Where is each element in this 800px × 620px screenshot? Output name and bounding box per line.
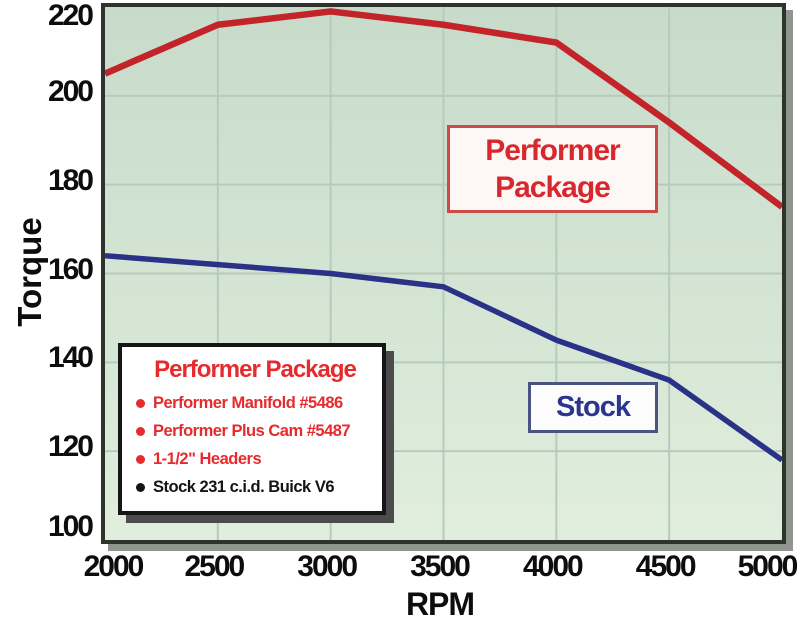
x-axis-title: RPM: [405, 586, 475, 620]
series-line-stock: [105, 252, 782, 463]
bullet-icon: [136, 454, 145, 464]
series-line-performer-package: [105, 8, 782, 210]
legend-item-text: Stock 231 c.i.d. Buick V6: [153, 478, 335, 496]
bullet-icon: [136, 398, 145, 408]
bullet-icon: [136, 426, 145, 436]
y-tick-label: 100: [47, 510, 94, 543]
y-tick-label: 180: [47, 163, 94, 197]
legend-box: Performer Package Performer Manifold #54…: [118, 343, 386, 515]
performer-package-callout: Performer Package: [447, 125, 658, 213]
y-tick-label: 160: [47, 252, 94, 286]
performer-callout-line1: Performer: [485, 134, 620, 167]
x-tick-label: 2500: [184, 550, 245, 583]
legend-item-text: Performer Plus Cam #5487: [153, 422, 351, 440]
x-tick-label: 4000: [522, 550, 584, 583]
bullet-icon: [136, 482, 145, 492]
x-tick-label: 5000: [737, 550, 799, 583]
x-tick-label: 2000: [83, 550, 145, 583]
legend-item-text: Performer Manifold #5486: [153, 394, 343, 412]
legend-item: Performer Plus Cam #5487: [136, 417, 374, 445]
legend-title: Performer Package: [154, 356, 357, 383]
legend-item-text: 1-1/2" Headers: [153, 450, 262, 468]
x-tick-label: 4500: [635, 550, 697, 583]
y-tick-label: 200: [47, 74, 94, 108]
legend-item: Stock 231 c.i.d. Buick V6: [136, 473, 374, 501]
y-tick-label: 140: [47, 341, 94, 375]
x-tick-label: 3500: [410, 550, 471, 583]
x-tick-label: 3000: [297, 550, 358, 583]
stock-callout-label: Stock: [556, 391, 631, 423]
y-tick-label: 220: [47, 0, 94, 32]
legend-item: Performer Manifold #5486: [136, 389, 374, 417]
legend-item-list: Performer Manifold #5486 Performer Plus C…: [136, 389, 374, 501]
stock-callout: Stock: [528, 382, 658, 433]
y-tick-label: 120: [47, 430, 94, 464]
performer-callout-line2: Package: [495, 171, 611, 204]
legend-item: 1-1/2" Headers: [136, 445, 374, 473]
